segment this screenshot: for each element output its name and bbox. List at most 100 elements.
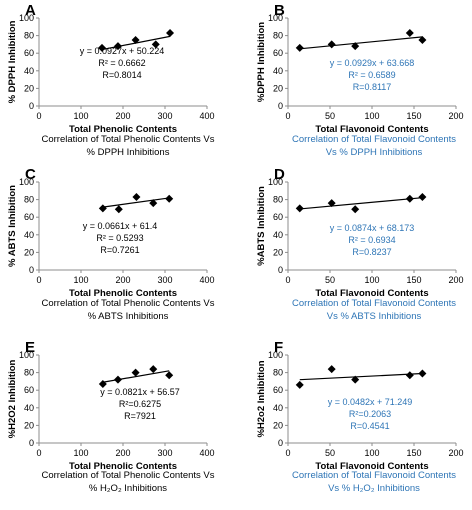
- data-point: [98, 204, 107, 213]
- data-point: [295, 204, 304, 213]
- x-tick-label: 0: [36, 448, 41, 458]
- data-point: [165, 371, 174, 380]
- data-point: [113, 42, 122, 51]
- y-tick-label: 80: [24, 31, 34, 41]
- chart-panel-a: A 0 20 40 60 80 100 0 100 200 300 400 Total Phenolic…: [7, 2, 215, 158]
- x-axis-title: Total Phenolic Contents: [69, 461, 177, 472]
- regression-equation-line: y = 0.0874x + 68.173: [330, 223, 415, 233]
- y-tick-label: 100: [268, 13, 283, 23]
- x-tick-label: 0: [285, 111, 290, 121]
- y-axis-title: %H2O2 Inhibition: [7, 359, 18, 438]
- x-tick-label: 400: [199, 275, 214, 285]
- y-tick-label: 0: [29, 438, 34, 448]
- x-tick-label: 0: [285, 275, 290, 285]
- x-tick-label: 300: [157, 275, 172, 285]
- x-tick-label: 100: [73, 111, 88, 121]
- x-axis-title: Total Phenolic Contents: [69, 124, 177, 135]
- regression-equation-line: R=7921: [124, 411, 156, 421]
- regression-equation-line: R²=0.2063: [349, 409, 391, 419]
- y-tick-label: 80: [273, 195, 283, 205]
- data-point: [295, 43, 304, 52]
- x-tick-label: 150: [406, 448, 421, 458]
- x-axis-title: Total Phenolic Contents: [69, 288, 177, 299]
- x-tick-label: 150: [406, 275, 421, 285]
- x-axis-title: Total Flavonoid Contents: [315, 288, 428, 299]
- data-point: [114, 205, 123, 214]
- y-tick-label: 40: [273, 403, 283, 413]
- regression-equation-line: y = 0.0482x + 71.249: [328, 397, 413, 407]
- data-point: [405, 371, 414, 380]
- chart-panel-d: D 0 20 40 60 80 100 0 50 100 150 200 Total Flavonoid…: [256, 166, 464, 322]
- x-tick-label: 0: [285, 448, 290, 458]
- x-tick-label: 100: [364, 448, 379, 458]
- y-tick-label: 100: [268, 350, 283, 360]
- y-tick-label: 60: [24, 385, 34, 395]
- y-tick-label: 60: [273, 385, 283, 395]
- panel-caption-line: Correlation of Total Flavonoid Contents: [292, 470, 456, 481]
- x-tick-label: 50: [325, 448, 335, 458]
- regression-equation-line: R=0.4541: [350, 421, 389, 431]
- panel-caption-line: Correlation of Total Phenolic Contents V…: [41, 470, 214, 481]
- regression-equation-line: R=0.8117: [353, 82, 392, 92]
- x-tick-label: 200: [448, 448, 463, 458]
- y-axis-title: %ABTS Inhibition: [256, 186, 267, 266]
- y-tick-label: 20: [273, 83, 283, 93]
- data-point: [166, 28, 175, 37]
- chart-panel-b: B 0 20 40 60 80 100 0 50 100 150 200 Total Flavonoid…: [256, 2, 464, 158]
- x-tick-label: 200: [115, 111, 130, 121]
- panel-letter: E: [25, 339, 35, 356]
- panel-letter: A: [25, 2, 36, 19]
- panel-letter: C: [25, 166, 36, 183]
- x-tick-label: 300: [157, 448, 172, 458]
- y-tick-label: 60: [24, 212, 34, 222]
- y-tick-label: 0: [29, 101, 34, 111]
- regression-equation-line: R² = 0.6934: [348, 235, 395, 245]
- trendline: [299, 372, 423, 381]
- y-tick-label: 80: [24, 368, 34, 378]
- data-point: [418, 36, 427, 44]
- data-point: [113, 375, 122, 384]
- panel-caption-line: Correlation of Total Flavonoid Contents: [292, 134, 456, 145]
- x-axis-title: Total Flavonoid Contents: [315, 461, 428, 472]
- data-point: [418, 369, 427, 378]
- y-tick-label: 20: [24, 83, 34, 93]
- x-tick-label: 400: [199, 448, 214, 458]
- panel-caption-line: Vs % H₂O₂ Inhibitions: [328, 483, 420, 494]
- y-tick-label: 40: [273, 66, 283, 76]
- data-point: [131, 36, 140, 44]
- y-axis-title: % DPPH Inhibition: [7, 20, 18, 103]
- panel-caption-line: Vs % ABTS Inhibitions: [327, 311, 422, 322]
- data-point: [418, 192, 427, 201]
- y-tick-label: 0: [278, 265, 283, 275]
- data-point: [351, 205, 360, 214]
- panel-caption-line: Vs % DPPH Inhibitions: [326, 147, 423, 158]
- x-tick-label: 100: [364, 111, 379, 121]
- x-axis-title: Total Flavonoid Contents: [315, 124, 428, 135]
- regression-equation-line: y = 0.0927x + 50.224: [80, 46, 165, 56]
- regression-equation-line: y = 0.0661x + 61.4: [83, 221, 158, 231]
- y-tick-label: 100: [19, 13, 34, 23]
- y-tick-label: 20: [24, 420, 34, 430]
- y-tick-label: 60: [273, 48, 283, 58]
- y-tick-label: 20: [273, 420, 283, 430]
- panel-caption-line: % ABTS Inhibitions: [88, 311, 169, 322]
- y-tick-label: 60: [273, 212, 283, 222]
- y-tick-label: 40: [24, 66, 34, 76]
- regression-equation-line: R=0.8237: [352, 247, 391, 257]
- y-tick-label: 20: [273, 247, 283, 257]
- regression-equation-line: R=0.7261: [100, 245, 139, 255]
- panel-caption-line: Correlation of Total Phenolic Contents V…: [41, 298, 214, 309]
- y-tick-label: 0: [278, 438, 283, 448]
- x-tick-label: 300: [157, 111, 172, 121]
- y-tick-label: 20: [24, 247, 34, 257]
- data-point: [405, 194, 414, 203]
- y-tick-label: 100: [19, 177, 34, 187]
- x-tick-label: 50: [325, 111, 335, 121]
- data-point: [131, 368, 140, 377]
- y-tick-label: 40: [273, 230, 283, 240]
- data-point: [132, 192, 141, 201]
- x-tick-label: 0: [36, 275, 41, 285]
- data-point: [327, 199, 336, 208]
- panel-caption-line: % H₂O₂ Inhibitions: [89, 483, 167, 494]
- panel-letter: B: [274, 2, 285, 19]
